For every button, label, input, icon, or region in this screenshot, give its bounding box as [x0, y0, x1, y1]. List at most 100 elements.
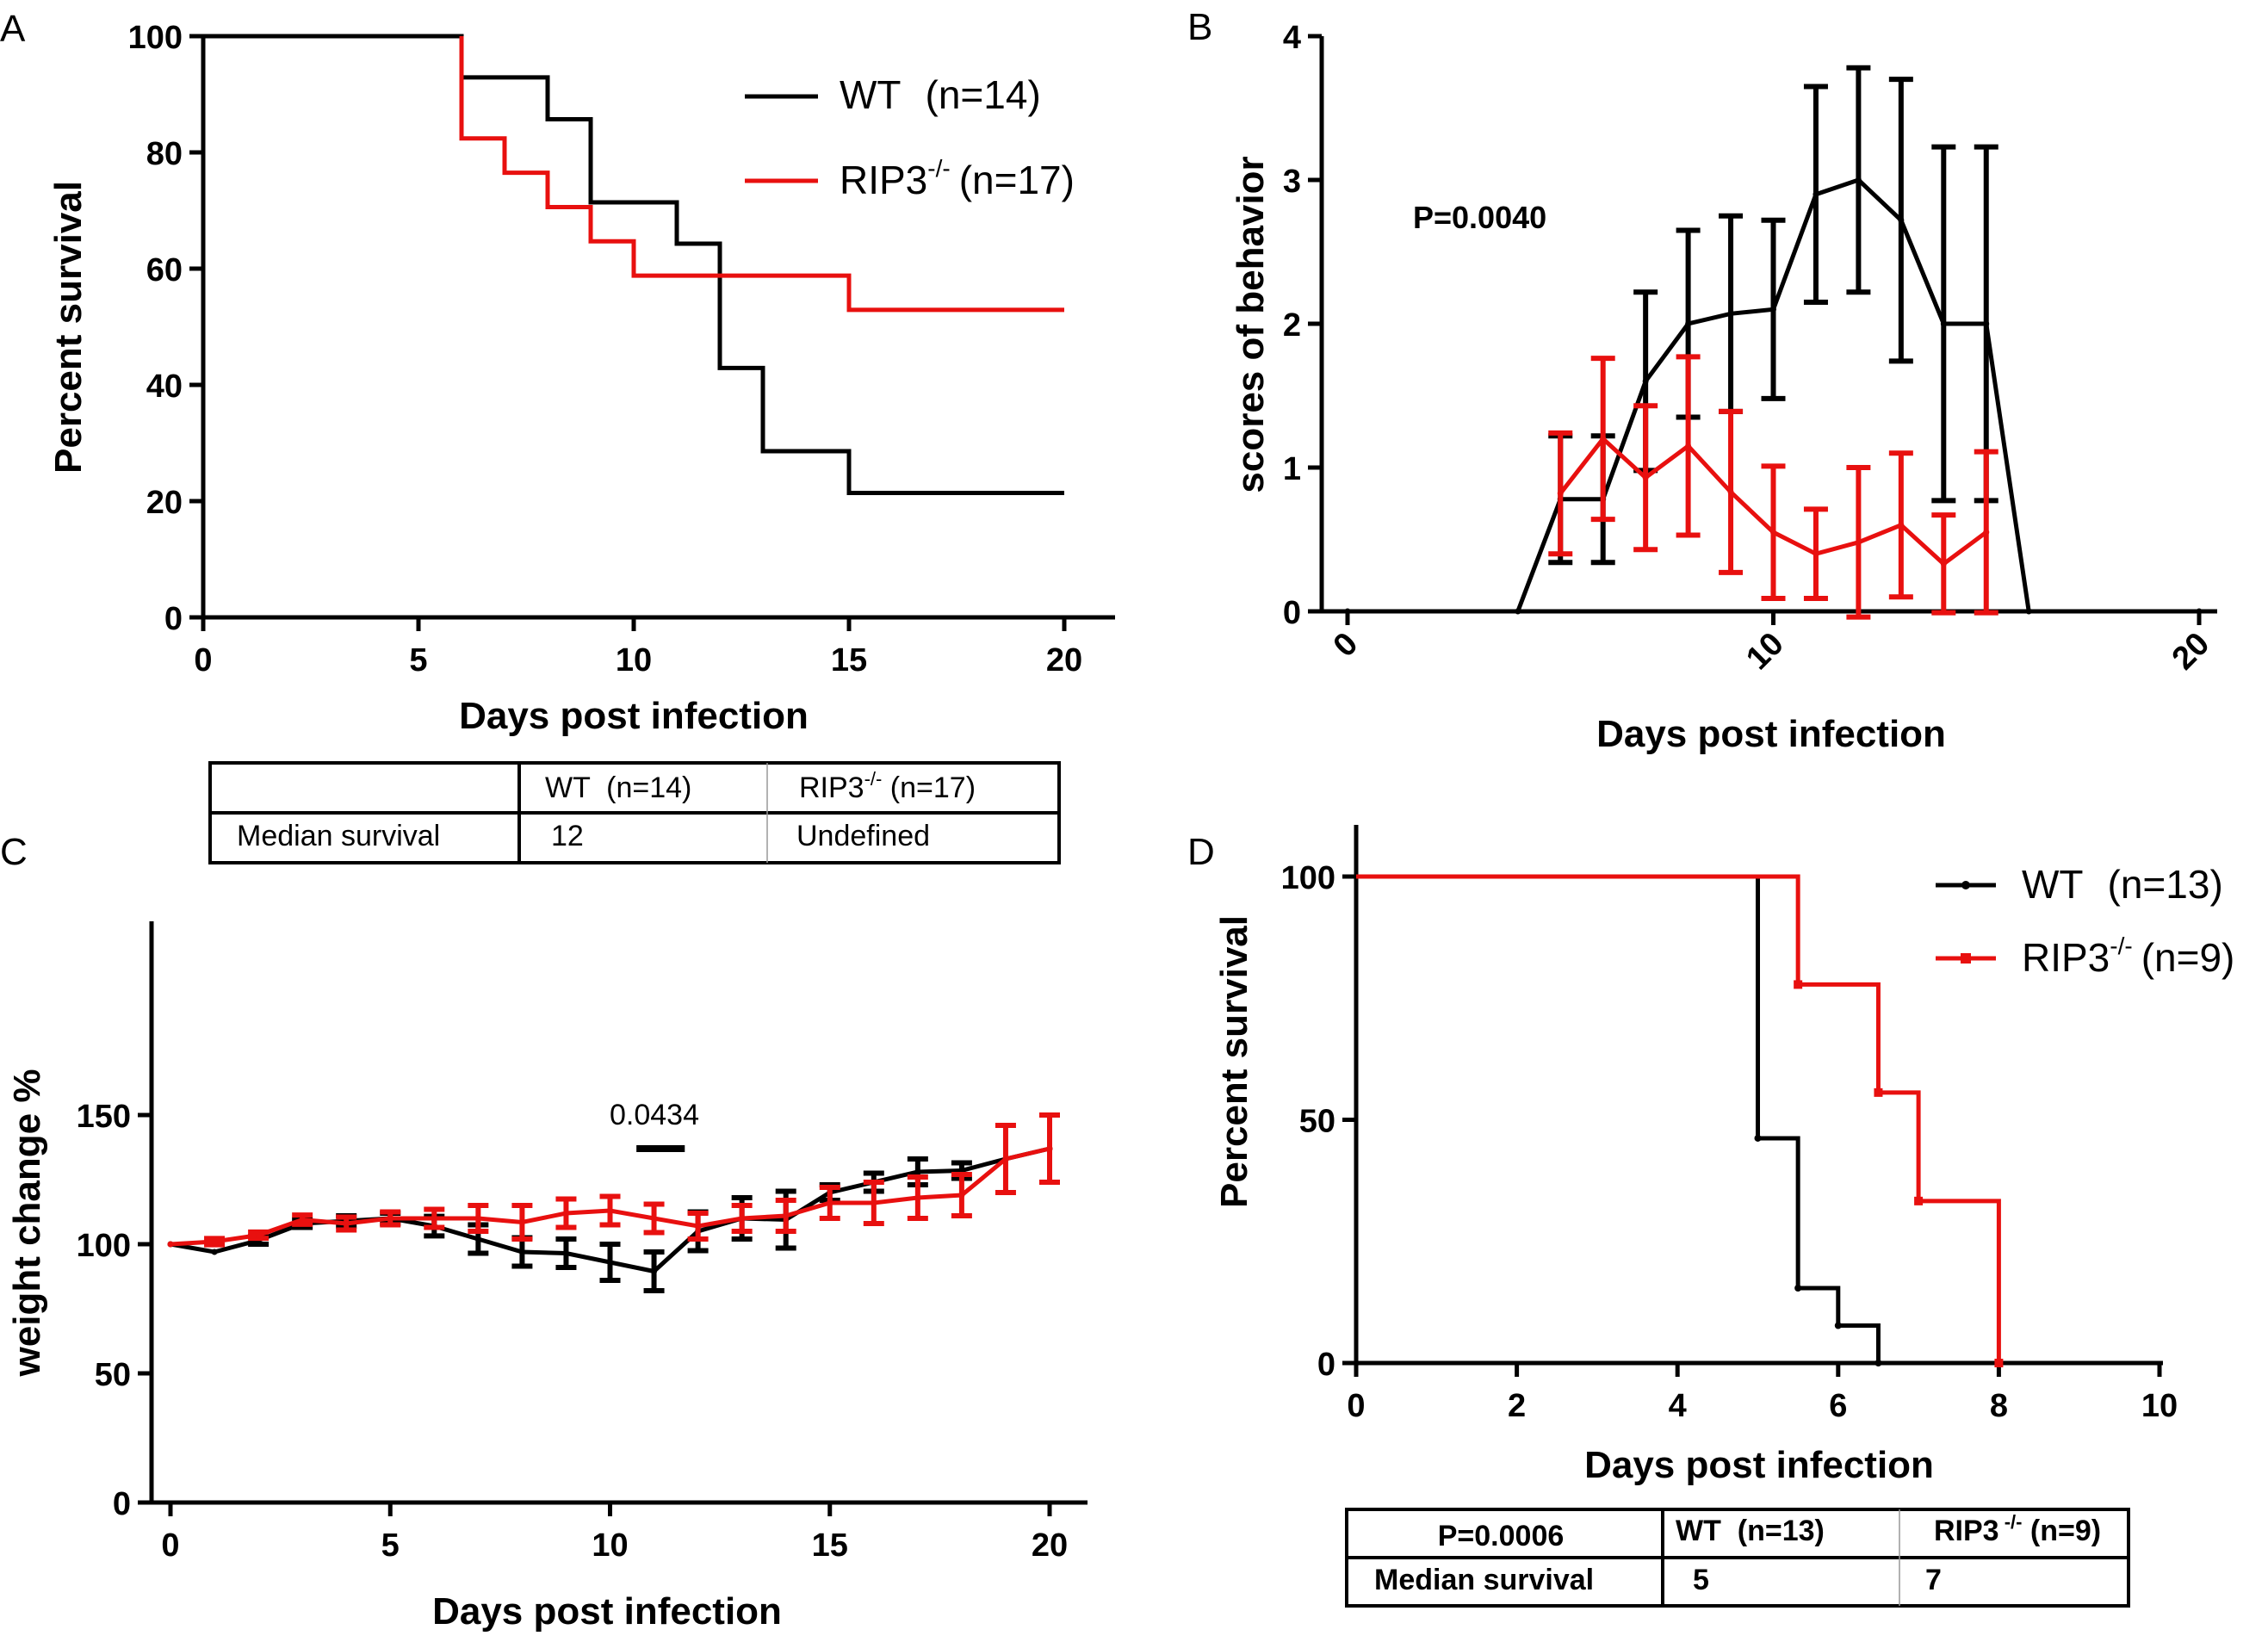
series-rip3-point: [1983, 529, 1990, 536]
series-wt-point: [1875, 1360, 1882, 1366]
panel-c-ylabel: weight change %: [6, 1069, 48, 1378]
series-wt-point: [1685, 320, 1692, 327]
series-wt-point: [1813, 191, 1819, 198]
series-wt-point: [607, 1259, 613, 1266]
series-wt-point: [1515, 608, 1521, 615]
series-rip3-point: [255, 1232, 262, 1238]
series-wt-point: [914, 1168, 921, 1175]
xtick-label: 4: [1669, 1388, 1687, 1424]
series-rip3-point: [1940, 561, 1947, 567]
panel-b-p-value: P=0.0040: [1413, 200, 1546, 235]
series-wt-line: [203, 34, 1064, 496]
panel-a-axes: [201, 36, 1115, 620]
series-rip3-point: [1600, 436, 1607, 443]
series-rip3-point: [562, 1210, 569, 1217]
series-rip3-point: [1557, 490, 1564, 497]
panel-a-legend: WT (n=14) RIP3-/- (n=17): [745, 72, 1075, 202]
ytick-label: 100: [128, 20, 183, 56]
series-wt-point: [1898, 217, 1905, 224]
xtick-label: 2: [1508, 1388, 1526, 1424]
table-a-median-wt: 12: [551, 820, 584, 852]
panel-c-p-value: 0.0434: [610, 1099, 699, 1131]
series-rip3-point: [474, 1215, 481, 1222]
xtick-label: 0: [1347, 1388, 1365, 1424]
series-rip3-point: [518, 1219, 525, 1225]
ytick-label: 3: [1283, 164, 1301, 200]
panel-label-d: D: [1187, 831, 1215, 873]
panel-a-xlabel: Days post infection: [459, 695, 809, 737]
series-wt-point: [1834, 1322, 1842, 1329]
panel-d-ylabel: Percent survival: [1213, 915, 1255, 1208]
series-rip3-point: [167, 1241, 174, 1248]
series-rip3-point: [1685, 443, 1692, 449]
panel-a-xticks: 0 5 10 15 20: [194, 617, 1082, 678]
ytick-label: 2: [1283, 307, 1301, 344]
series-wt-point: [651, 1268, 658, 1274]
series-rip3-point: [1046, 1145, 1053, 1152]
panel-d-legend: WT (n=13) RIP3-/- (n=9): [1936, 862, 2234, 980]
panel-c-xlabel: Days post infection: [432, 1590, 782, 1633]
panel-label-c: C: [0, 831, 28, 873]
panel-label-a: A: [0, 8, 26, 50]
series-rip3-point: [1727, 488, 1734, 495]
panel-c-annotation: 0.0434: [610, 1099, 699, 1152]
series-rip3-line: [1356, 874, 2001, 1363]
panel-a-series: [203, 34, 1064, 496]
panel-c-axes: [149, 921, 1088, 1505]
panel-d-xticks: 0 2 4 6 8 10: [1347, 1363, 2178, 1424]
xtick-label: 10: [592, 1527, 628, 1564]
ytick-label: 20: [146, 485, 183, 521]
legend-d-rip3-label: RIP3-/- (n=9): [2022, 933, 2234, 980]
panel-b-yticks: 0 1 2 3 4: [1283, 20, 1322, 631]
xtick-label: 15: [831, 642, 867, 678]
series-wt-point: [1794, 1284, 1802, 1292]
table-d-row-label: Median survival: [1374, 1564, 1594, 1596]
series-wt-point: [2196, 608, 2203, 615]
series-rip3-point: [827, 1199, 833, 1206]
series-rip3-point: [343, 1220, 350, 1227]
series-rip3-point: [1794, 980, 1803, 989]
table-d-header-rip3: RIP3 -/- (n=9): [1934, 1511, 2101, 1547]
ytick-label: 0: [164, 601, 183, 637]
series-rip3-point: [1813, 550, 1819, 557]
ytick-label: 0: [1283, 595, 1301, 631]
series-rip3-point: [299, 1217, 306, 1223]
legend-d-wt-label: WT (n=13): [2022, 862, 2223, 907]
legend-d-rip3-marker: [1961, 953, 1971, 964]
xtick-label: 10: [616, 642, 652, 678]
series-rip3-point: [1770, 529, 1776, 536]
series-rip3-point: [783, 1212, 790, 1219]
series-rip3-point: [1898, 522, 1905, 529]
xtick-label: 10: [2141, 1388, 2178, 1424]
ytick-label: 4: [1283, 20, 1301, 56]
xtick-label: 20: [2166, 626, 2217, 678]
series-wt-point: [211, 1249, 218, 1255]
xtick-label: 0: [161, 1527, 179, 1564]
xtick-label: 0: [1327, 626, 1366, 665]
xtick-label: 15: [812, 1527, 848, 1564]
xtick-label: 5: [381, 1527, 400, 1564]
ytick-label: 0: [113, 1486, 131, 1522]
panel-d-yticks: 0 50 100: [1281, 860, 1356, 1383]
xtick-label: 0: [194, 642, 212, 678]
ytick-label: 150: [77, 1099, 131, 1135]
series-rip3-point: [1855, 539, 1862, 546]
ytick-label: 100: [1281, 860, 1335, 896]
panel-b-xticks: 0 10 20: [1327, 611, 2217, 678]
xtick-label: 5: [409, 642, 427, 678]
series-wt-point: [1754, 1134, 1762, 1142]
ytick-label: 80: [146, 136, 183, 172]
series-rip3-point: [1994, 1359, 2004, 1367]
table-d-median-wt: 5: [1693, 1564, 1709, 1596]
series-rip3-point: [739, 1215, 746, 1222]
panel-b-series: [1344, 65, 2203, 620]
series-rip3-point: [871, 1199, 877, 1206]
series-rip3-point: [1874, 1087, 1883, 1097]
series-wt-point: [1642, 378, 1649, 385]
table-d-p-value: P=0.0006: [1438, 1520, 1565, 1552]
table-d-median-rip3: 7: [1925, 1564, 1942, 1596]
series-wt-point: [518, 1249, 525, 1255]
series-wt-point: [2025, 608, 2032, 615]
series-rip3-point: [958, 1192, 965, 1199]
